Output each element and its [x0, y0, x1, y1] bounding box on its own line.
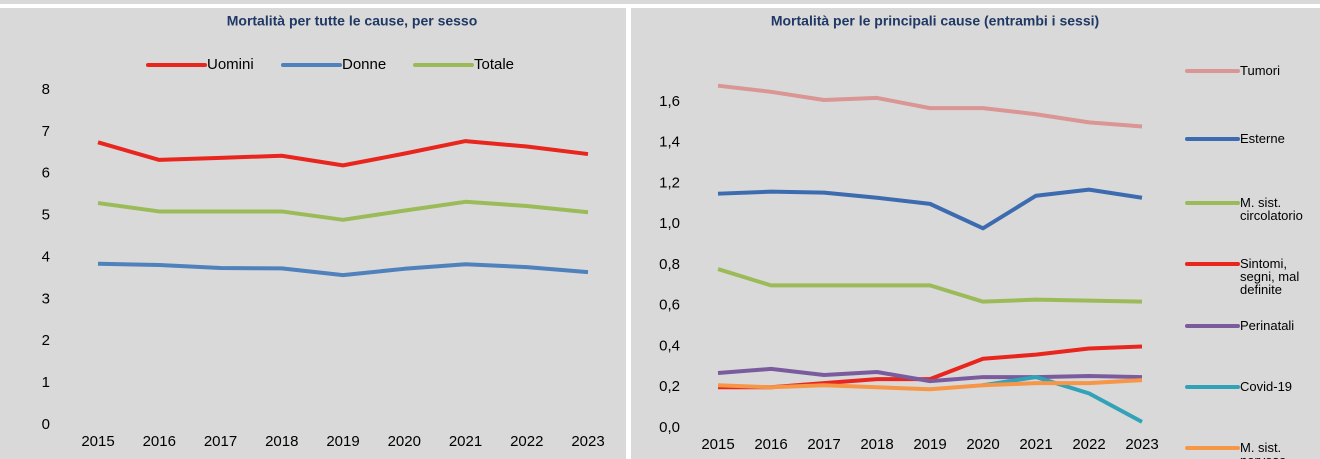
x-tick-label: 2019	[913, 436, 946, 453]
y-tick-label: 4	[42, 248, 50, 265]
x-tick-label: 2021	[449, 433, 482, 450]
series-line	[717, 378, 1143, 392]
y-tick-label: 0	[42, 416, 50, 433]
series-line	[717, 267, 1143, 304]
series-line	[717, 83, 1143, 129]
x-tick-label: 2017	[204, 433, 237, 450]
x-tick-label: 2016	[754, 436, 787, 453]
separator	[626, 4, 631, 459]
legend-label: Totale	[474, 56, 514, 73]
legend-label: Esterne	[1240, 131, 1285, 146]
x-tick-label: 2023	[571, 433, 604, 450]
y-tick-label: 0,0	[659, 419, 680, 436]
series-line	[717, 187, 1143, 231]
series-line	[717, 366, 1143, 384]
legend-label: Perinatali	[1240, 318, 1295, 333]
y-tick-label: 1	[42, 374, 50, 391]
legend-label: M. sist. circolatorio	[1240, 195, 1303, 223]
series-line	[97, 261, 589, 278]
x-tick-label: 2021	[1019, 436, 1052, 453]
x-tick-label: 2018	[265, 433, 298, 450]
legend-label: Uomini	[207, 56, 254, 73]
x-tick-label: 2016	[143, 433, 176, 450]
y-tick-label: 0,2	[659, 378, 680, 395]
x-tick-label: 2018	[860, 436, 893, 453]
x-tick-label: 2022	[510, 433, 543, 450]
y-tick-label: 1,0	[659, 215, 680, 232]
x-tick-label: 2022	[1072, 436, 1105, 453]
series-line	[97, 199, 589, 222]
x-tick-label: 2017	[807, 436, 840, 453]
series-line	[97, 139, 589, 168]
y-tick-label: 0,4	[659, 337, 680, 354]
legend-label: Sintomi, segni, mal definite	[1240, 256, 1300, 297]
y-tick-label: 3	[42, 290, 50, 307]
chart-title: Mortalità per tutte le cause, per sesso	[227, 13, 478, 29]
x-tick-label: 2023	[1125, 436, 1158, 453]
legend-label: Covid-19	[1240, 379, 1293, 394]
y-tick-label: 5	[42, 207, 50, 224]
y-tick-label: 8	[42, 81, 50, 98]
legend-label: Tumori	[1240, 63, 1280, 78]
y-tick-label: 1,2	[659, 174, 680, 191]
y-tick-label: 0,6	[659, 297, 680, 314]
series-line	[982, 375, 1143, 424]
chart-title: Mortalità per le principali cause (entra…	[771, 13, 1099, 29]
legend-label: Donne	[342, 56, 386, 73]
y-tick-label: 0,8	[659, 256, 680, 273]
x-tick-label: 2020	[388, 433, 421, 450]
x-tick-label: 2019	[326, 433, 359, 450]
x-tick-label: 2015	[701, 436, 734, 453]
y-tick-label: 1,4	[659, 134, 680, 151]
x-tick-label: 2020	[966, 436, 999, 453]
y-tick-label: 2	[42, 332, 50, 349]
top-band	[0, 4, 1320, 8]
y-tick-label: 7	[42, 123, 50, 140]
y-tick-label: 6	[42, 165, 50, 182]
x-tick-label: 2015	[81, 433, 114, 450]
legend-label: M. sist. nervoso	[1240, 440, 1286, 459]
y-tick-label: 1,6	[659, 93, 680, 110]
